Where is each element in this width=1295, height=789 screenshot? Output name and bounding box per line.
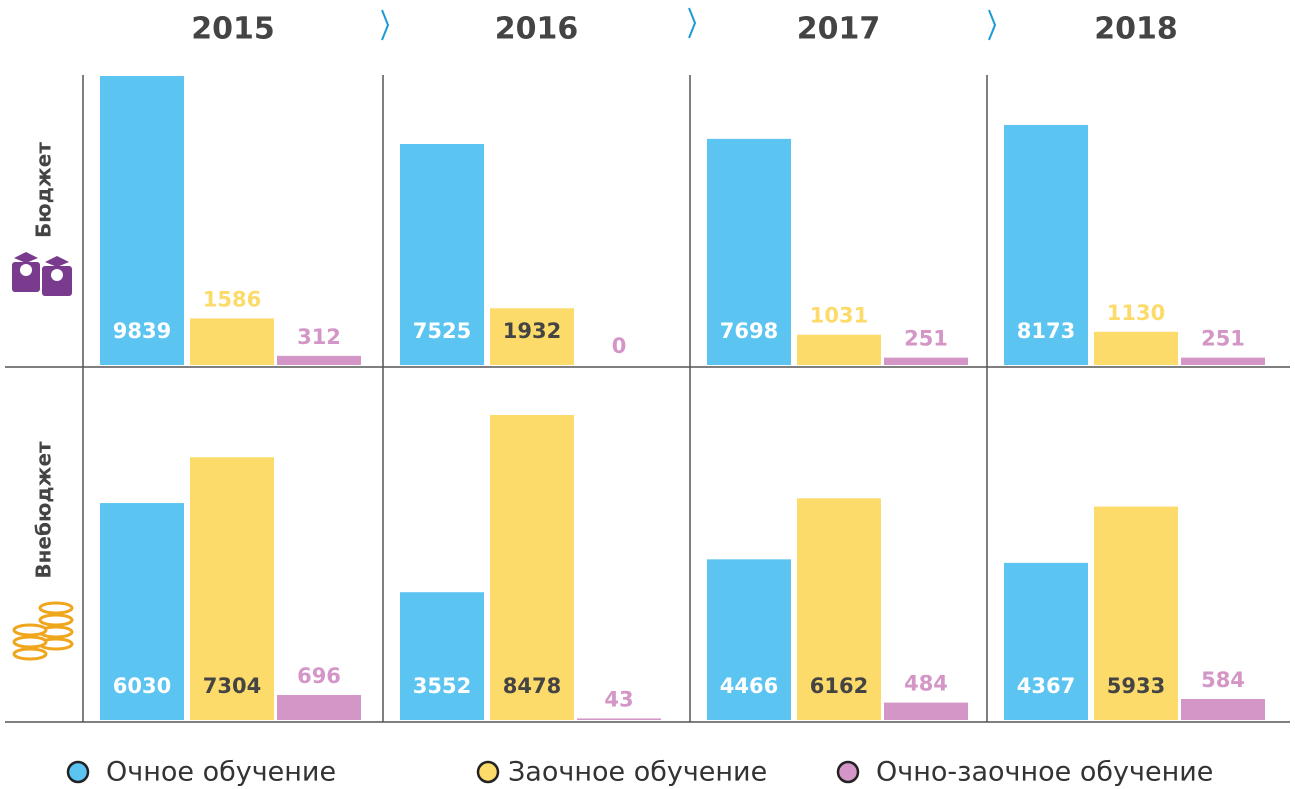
- value-label: 251: [904, 327, 948, 351]
- value-label: 1932: [503, 319, 561, 343]
- value-label: 8478: [503, 674, 561, 698]
- bar: [1094, 331, 1178, 365]
- bar: [400, 592, 484, 720]
- bar: [577, 718, 661, 720]
- year-arrows: [381, 7, 997, 41]
- legend-swatch: [476, 760, 500, 784]
- value-label: 251: [1201, 327, 1245, 351]
- value-label: 696: [297, 664, 341, 688]
- value-label: 3552: [413, 674, 471, 698]
- bar: [1094, 506, 1178, 720]
- year-label: 2017: [797, 12, 881, 47]
- value-label: 312: [297, 325, 341, 349]
- bar: [1181, 357, 1265, 365]
- value-label: 584: [1201, 668, 1245, 692]
- bar: [100, 503, 184, 720]
- value-label: 6162: [810, 674, 868, 698]
- bar: [884, 357, 968, 365]
- row-label: Внебюджет: [32, 441, 56, 579]
- year-label: 2016: [495, 12, 579, 47]
- value-label: 484: [904, 672, 948, 696]
- bar: [797, 498, 881, 720]
- coins-icon: [12, 601, 74, 661]
- bar: [190, 457, 274, 720]
- bar: [277, 694, 361, 720]
- bar: [884, 702, 968, 720]
- bar: [1181, 698, 1265, 720]
- legend-label: Очно-заочное обучение: [876, 757, 1213, 788]
- bar: [707, 559, 791, 720]
- value-label: 6030: [113, 674, 171, 698]
- value-label: 1130: [1107, 301, 1165, 325]
- value-label: 43: [604, 687, 633, 711]
- value-label: 5933: [1107, 674, 1165, 698]
- value-label: 4367: [1017, 674, 1075, 698]
- bar: [190, 318, 274, 365]
- bar: [490, 308, 574, 365]
- legend-label: Заочное обучение: [508, 757, 767, 788]
- value-label: 7304: [203, 674, 261, 698]
- value-label: 1031: [810, 304, 868, 328]
- legend-label: Очное обучение: [106, 757, 336, 788]
- graduate-icon: [12, 252, 72, 296]
- legend-swatch: [836, 760, 860, 784]
- value-label: 8173: [1017, 319, 1075, 343]
- bar: [100, 76, 184, 365]
- bar: [797, 334, 881, 365]
- bar: [1004, 562, 1088, 720]
- row-label: Бюджет: [32, 142, 56, 238]
- year-label: 2015: [191, 12, 275, 47]
- value-label: 7525: [413, 319, 471, 343]
- value-label: 0: [612, 334, 627, 358]
- value-label: 1586: [203, 287, 261, 311]
- bar: [707, 138, 791, 365]
- value-label: 9839: [113, 319, 171, 343]
- value-label: 7698: [720, 319, 778, 343]
- bar: [490, 415, 574, 720]
- bar: [400, 143, 484, 365]
- value-label: 4466: [720, 674, 778, 698]
- legend-swatch: [66, 760, 90, 784]
- year-label: 2018: [1094, 12, 1178, 47]
- bar: [277, 355, 361, 365]
- bar: [1004, 124, 1088, 365]
